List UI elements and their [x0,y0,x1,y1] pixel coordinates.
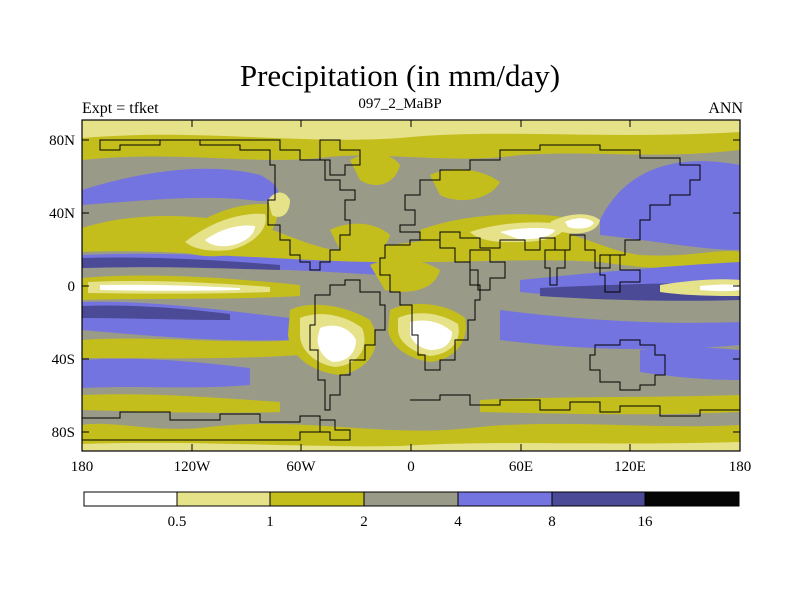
coastline-south-america [309,279,386,411]
colorbar-swatch-4 [363,491,459,507]
colorbar-label-1: 1 [266,514,274,530]
x-tick-label-180e: 180 [729,459,752,475]
y-tick-label-80s: 80S [52,425,75,441]
colorbar-label-16: 16 [638,514,654,530]
coastline-greenland [319,139,361,176]
coastline-eurasia [399,144,701,269]
x-tick-label-180w: 180 [71,459,94,475]
colorbar-swatch-3 [269,491,365,507]
coastline-antarctic-peninsula [319,419,351,441]
coastline-arabia [469,249,506,291]
x-tick-label-120w: 120W [174,459,212,475]
x-tick-label-60e: 60E [509,459,533,475]
coastline-india [544,249,566,286]
coastline-north-america [99,139,356,271]
y-axis-ticks [82,139,740,433]
colorbar-label-8: 8 [548,514,556,530]
x-tick-label-0: 0 [407,459,415,475]
coastline-africa [379,239,481,371]
coastlines [82,139,740,441]
colorbar-swatch-6 [551,491,646,507]
colorbar-label-2: 2 [360,514,368,530]
colorbar-swatch-2 [176,491,271,507]
colorbar-label-0.5: 0.5 [168,514,187,530]
y-tick-label-40n: 40N [49,206,75,222]
y-tick-label-0: 0 [68,279,76,295]
colorbar-label-4: 4 [454,514,462,530]
x-tick-label-120e: 120E [614,459,646,475]
colorbar-swatch-7 [644,491,740,507]
coastline-australia [589,339,666,391]
precipitation-field [82,120,740,451]
colorbar-swatch-5 [457,491,553,507]
x-tick-label-60w: 60W [286,459,316,475]
map-title: Precipitation (in mm/day) [239,58,561,93]
season-label: ANN [708,100,743,117]
coastline-se-asia [599,254,641,293]
coastline-antarctica-pieces [82,394,740,441]
y-tick-label-40s: 40S [52,352,75,368]
colorbar: 0.5 1 2 4 8 16 [83,491,740,530]
time-label: 097_2_MaBP [358,96,442,112]
x-axis-ticks [81,120,741,451]
experiment-label: Expt = tfket [82,100,159,117]
colorbar-swatch-1 [83,491,178,507]
y-tick-label-80n: 80N [49,133,75,149]
